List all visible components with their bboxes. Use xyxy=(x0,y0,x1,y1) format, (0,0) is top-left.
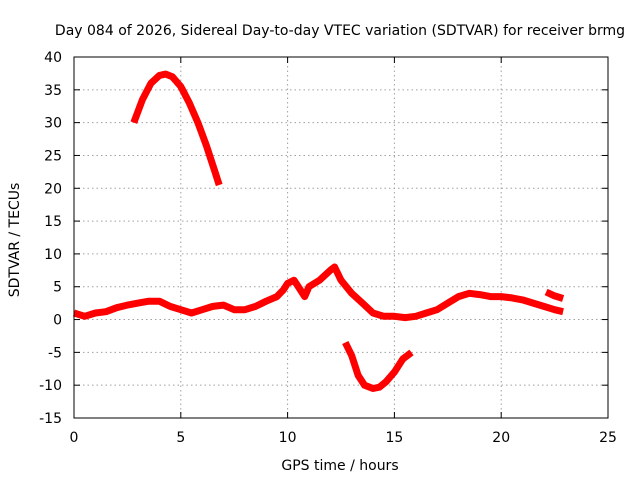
x-tick-label: 20 xyxy=(492,430,510,446)
y-tick-label: 5 xyxy=(53,280,62,296)
y-tick-label: 20 xyxy=(44,181,62,197)
y-tick-label: 0 xyxy=(53,313,62,329)
series-line-segment-baseline xyxy=(72,263,564,322)
y-tick-label: -10 xyxy=(39,378,62,394)
y-tick-label: -15 xyxy=(39,411,62,427)
x-tick-label: 0 xyxy=(70,430,79,446)
series-line-segment-dip xyxy=(342,340,414,392)
y-tick-label: -5 xyxy=(48,345,62,361)
grid xyxy=(74,57,608,418)
y-axis-label: SDTVAR / TECUs xyxy=(7,183,23,298)
y-tick-label: 40 xyxy=(44,50,62,66)
series-line-segment-early-peak xyxy=(130,70,223,187)
axis-ticks: 0 5 10 15 20 25 -15 -10 -5 0 5 10 15 20 25 30 35 40 xyxy=(39,50,617,446)
chart-title: Day 084 of 2026, Sidereal Day-to-day VTE… xyxy=(55,23,625,39)
x-tick-label: 25 xyxy=(599,430,617,446)
x-tick-label: 10 xyxy=(279,430,297,446)
series-line-segment-late-small xyxy=(544,288,565,302)
y-tick-label: 15 xyxy=(44,214,62,230)
y-tick-label: 30 xyxy=(44,116,62,132)
y-tick-label: 35 xyxy=(44,83,62,99)
x-tick-label: 5 xyxy=(176,430,185,446)
y-tick-label: 10 xyxy=(44,247,62,263)
data-series xyxy=(72,70,565,392)
x-tick-label: 15 xyxy=(385,430,403,446)
x-axis-label: GPS time / hours xyxy=(281,458,398,474)
plot-frame xyxy=(73,56,609,419)
y-tick-label: 25 xyxy=(44,148,62,164)
